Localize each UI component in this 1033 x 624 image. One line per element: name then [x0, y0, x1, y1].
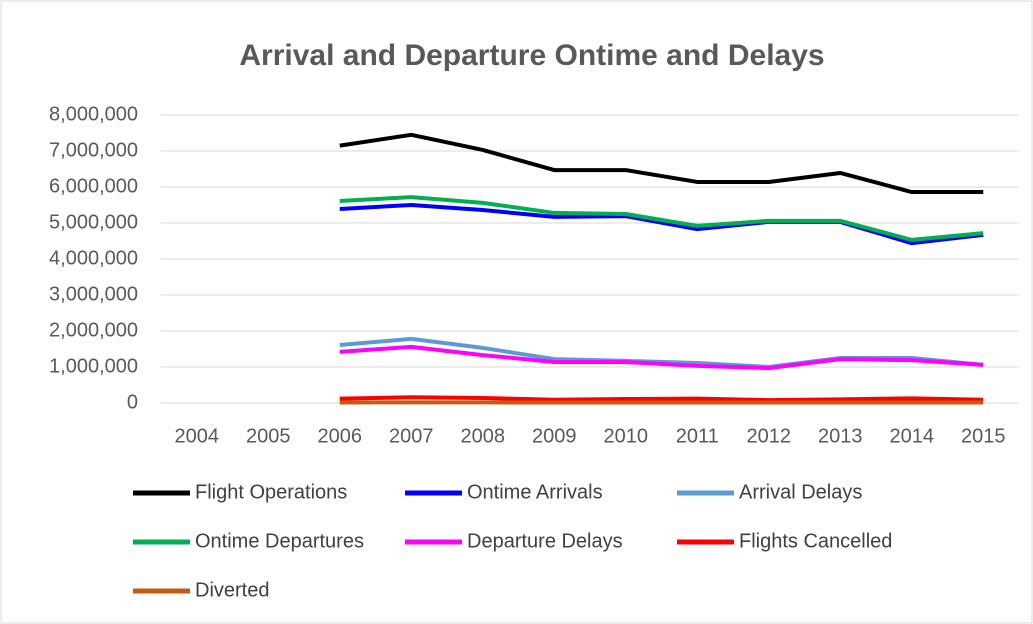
legend-label: Flight Operations	[195, 481, 347, 503]
x-tick-label: 2006	[318, 425, 363, 447]
legend-label: Departure Delays	[467, 530, 623, 552]
y-tick-label: 0	[127, 391, 138, 413]
series-line	[339, 132, 984, 195]
y-tick-label: 3,000,000	[49, 283, 138, 305]
y-tick-label: 8,000,000	[49, 103, 138, 125]
series-line	[339, 195, 984, 242]
y-tick-label: 2,000,000	[49, 319, 138, 341]
x-tick-label: 2007	[389, 425, 434, 447]
x-tick-label: 2010	[604, 425, 649, 447]
x-tick-label: 2008	[461, 425, 506, 447]
y-tick-label: 4,000,000	[49, 247, 138, 269]
legend-label: Ontime Arrivals	[467, 481, 603, 503]
x-tick-label: 2009	[532, 425, 577, 447]
x-tick-label: 2004	[175, 425, 220, 447]
series-line	[339, 203, 984, 246]
y-tick-label: 5,000,000	[49, 211, 138, 233]
legend-label: Diverted	[195, 579, 269, 601]
chart-title: Arrival and Departure Ontime and Delays	[239, 39, 824, 72]
y-tick-label: 6,000,000	[49, 175, 138, 197]
series-line	[339, 395, 984, 403]
y-tick-label: 1,000,000	[49, 355, 138, 377]
x-tick-label: 2005	[246, 425, 291, 447]
x-tick-label: 2012	[747, 425, 792, 447]
legend-label: Arrival Delays	[739, 481, 862, 503]
x-tick-label: 2013	[818, 425, 863, 447]
series-line	[339, 344, 984, 371]
x-tick-label: 2014	[890, 425, 935, 447]
legend-label: Flights Cancelled	[739, 530, 892, 552]
y-tick-label: 7,000,000	[49, 139, 138, 161]
legend-label: Ontime Departures	[195, 530, 364, 552]
x-tick-label: 2015	[961, 425, 1006, 447]
x-tick-label: 2011	[676, 425, 719, 447]
